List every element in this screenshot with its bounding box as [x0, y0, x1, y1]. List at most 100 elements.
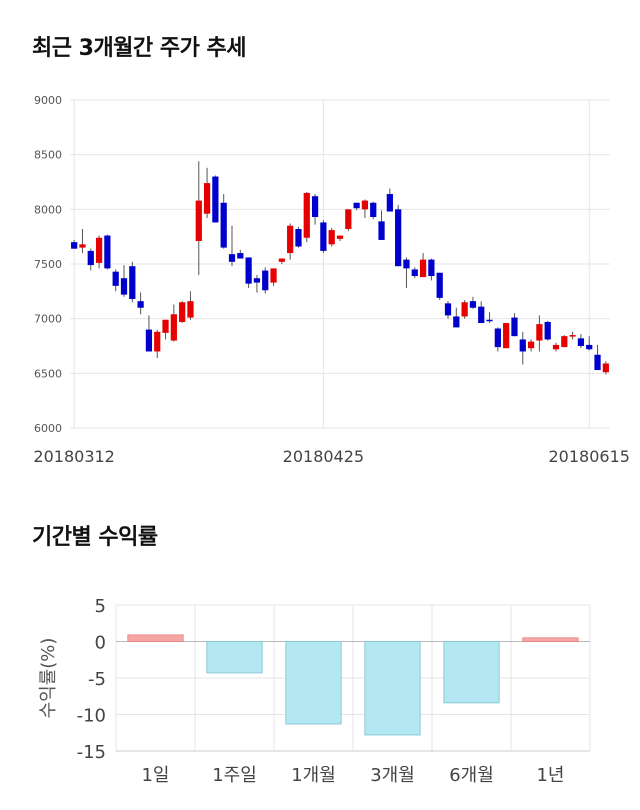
candle-body — [478, 306, 485, 324]
candle — [71, 239, 78, 249]
y-tick-label: -5 — [88, 669, 106, 690]
candle-body — [295, 229, 302, 247]
y-tick-label: -15 — [77, 742, 106, 763]
return-bar — [522, 637, 579, 642]
candle — [602, 361, 609, 375]
candle-body — [494, 328, 501, 348]
candle-body — [370, 202, 377, 217]
candle-body — [237, 253, 244, 259]
candlestick-chart: 6000 6500 7000 7500 8000 8500 9000 20180312 2018… — [33, 94, 630, 466]
x-tick-label: 20180425 — [283, 447, 364, 466]
candle-body — [519, 339, 526, 352]
candle-body — [262, 270, 269, 291]
candle — [569, 331, 576, 340]
candle-body — [253, 278, 261, 283]
category-label: 3개월 — [370, 765, 415, 786]
candle-body — [602, 363, 609, 373]
candle-body — [137, 301, 144, 308]
candle-body — [145, 329, 153, 352]
candle — [519, 331, 526, 365]
category-label: 1년 — [536, 765, 564, 786]
candle-body — [544, 321, 551, 340]
candle-body — [170, 314, 177, 341]
candle — [320, 220, 327, 254]
candle-body — [469, 301, 477, 308]
candle — [278, 258, 285, 264]
candle — [411, 267, 418, 279]
period-return-title: 기간별 수익률 — [32, 525, 158, 550]
candle-body — [278, 258, 285, 262]
candle-body — [486, 319, 493, 322]
candle — [162, 319, 169, 340]
return-bar — [206, 641, 263, 674]
candle — [87, 248, 94, 271]
candle — [386, 188, 393, 212]
candle — [187, 291, 194, 320]
candle — [494, 327, 501, 352]
candle — [353, 202, 360, 211]
return-bar — [443, 641, 500, 704]
y-tick-label: 7500 — [34, 258, 62, 271]
y-tick-label: 0 — [95, 633, 106, 654]
candle — [253, 274, 261, 293]
y-tick-label: 8500 — [34, 149, 62, 162]
y-tick-label: -10 — [77, 706, 106, 727]
candle — [594, 344, 601, 371]
candle — [378, 210, 385, 240]
candle — [137, 292, 144, 315]
candle-body — [311, 196, 319, 217]
candle-body — [104, 235, 111, 269]
candle-body — [212, 176, 219, 223]
candle — [95, 235, 103, 269]
candle — [370, 201, 377, 220]
candle-body — [187, 301, 194, 318]
candle — [303, 191, 310, 243]
candle-body — [411, 269, 418, 277]
candle-body — [386, 194, 393, 212]
category-label: 1개월 — [291, 765, 336, 786]
candle — [395, 204, 402, 267]
candle-body — [428, 259, 435, 277]
return-bar — [127, 634, 184, 642]
candle-body — [444, 303, 452, 316]
candle-body — [403, 259, 410, 269]
candle — [586, 336, 593, 351]
candle-body — [95, 237, 103, 263]
candle — [328, 227, 335, 247]
candle-body — [245, 257, 252, 284]
candle — [486, 312, 493, 324]
y-tick-label: 6500 — [34, 367, 62, 380]
candle-body — [220, 202, 227, 248]
candle — [436, 272, 443, 301]
candle-body — [320, 222, 327, 251]
candle — [220, 194, 227, 249]
candle — [129, 261, 136, 303]
candle — [145, 315, 153, 352]
candle-body — [179, 302, 186, 322]
candle — [461, 300, 468, 319]
candle-body — [453, 316, 460, 328]
return-bar — [285, 641, 342, 725]
candle-body — [162, 319, 169, 333]
candle-body — [303, 192, 310, 238]
candle-body — [112, 271, 119, 286]
candle-body — [361, 200, 369, 210]
candle-body — [503, 323, 510, 349]
candle-body — [287, 225, 294, 254]
category-label: 6개월 — [449, 765, 494, 786]
candle — [245, 257, 252, 289]
category-label: 1주일 — [212, 765, 257, 786]
candle — [403, 257, 410, 289]
candle-body — [336, 235, 344, 239]
candle-body — [561, 336, 568, 348]
candle-body — [436, 272, 443, 298]
candle-body — [353, 202, 360, 209]
y-tick-label: 6000 — [34, 422, 62, 435]
x-tick-label: 20180615 — [549, 447, 630, 466]
candle — [270, 268, 277, 286]
candle — [345, 209, 352, 232]
candle-body — [228, 254, 236, 262]
candle-body — [87, 250, 94, 266]
candle — [112, 269, 119, 292]
candle-body — [586, 344, 593, 350]
